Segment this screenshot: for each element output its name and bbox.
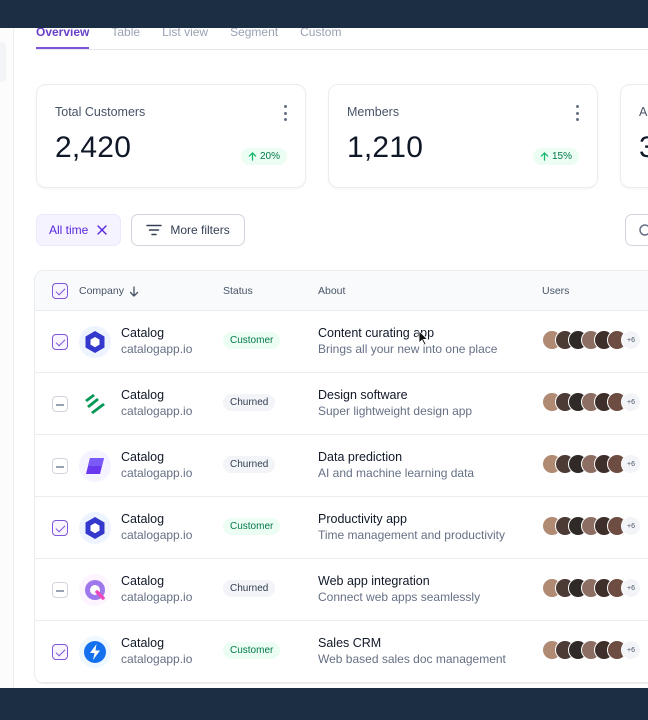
column-about[interactable]: About — [318, 285, 346, 297]
metric-value: 3 — [639, 131, 648, 164]
table-row[interactable]: Catalog catalogapp.io Churned Data predi… — [35, 435, 648, 497]
table-row[interactable]: Catalog catalogapp.io Churned Design sof… — [35, 373, 648, 435]
metric-card-active: Act 3 — [620, 84, 648, 188]
arrow-down-icon — [129, 285, 139, 297]
select-all-checkbox[interactable] — [52, 283, 68, 299]
cube-logo-icon — [79, 450, 111, 482]
more-avatars-badge: +6 — [621, 392, 641, 412]
tab-overview[interactable]: Overview — [36, 28, 90, 49]
status-badge: Churned — [223, 394, 276, 411]
search-icon — [639, 224, 648, 236]
column-users[interactable]: Users — [542, 285, 570, 297]
metric-card-total-customers: Total Customers 2,420 20% — [36, 84, 306, 188]
stripes-logo-icon — [79, 388, 111, 420]
row-checkbox[interactable] — [52, 644, 68, 660]
user-avatars[interactable]: +6 — [542, 640, 641, 660]
table-row[interactable]: Catalog catalogapp.io Customer Sales CRM… — [35, 621, 648, 683]
change-badge: 20% — [240, 148, 287, 165]
more-avatars-badge: +6 — [621, 578, 641, 598]
status-badge: Churned — [223, 580, 276, 597]
company-cell: Catalog catalogapp.io — [121, 326, 193, 356]
company-cell: Catalog catalogapp.io — [121, 388, 193, 418]
status-badge: Customer — [223, 518, 281, 535]
column-status[interactable]: Status — [223, 285, 253, 297]
arrow-up-icon — [540, 152, 549, 161]
q-logo-icon — [79, 574, 111, 606]
table-row[interactable]: Catalog catalogapp.io Customer Content c… — [35, 311, 648, 373]
table-row[interactable]: Catalog catalogapp.io Churned Web app in… — [35, 559, 648, 621]
about-cell: Design software Super lightweight design… — [318, 388, 473, 418]
more-avatars-badge: +6 — [621, 330, 641, 350]
filter-chip-all-time[interactable]: All time — [36, 214, 122, 246]
metric-cards: Total Customers 2,420 20% Members 1,210 … — [36, 84, 648, 188]
status-badge: Churned — [223, 456, 276, 473]
about-cell: Data prediction AI and machine learning … — [318, 450, 475, 480]
more-vertical-icon[interactable] — [283, 105, 287, 121]
filter-lines-icon — [146, 224, 163, 236]
more-avatars-badge: +6 — [621, 516, 641, 536]
row-checkbox[interactable] — [52, 582, 68, 598]
more-filters-button[interactable]: More filters — [131, 214, 245, 246]
status-badge: Customer — [223, 332, 281, 349]
row-checkbox[interactable] — [52, 520, 68, 536]
close-icon[interactable] — [96, 224, 108, 236]
column-company[interactable]: Company — [79, 285, 139, 297]
metric-title: Total Customers — [55, 105, 146, 119]
filter-bar: All time More filters — [36, 214, 245, 246]
more-vertical-icon[interactable] — [575, 105, 579, 121]
table-header: Company Status About Users — [35, 271, 648, 311]
company-cell: Catalog catalogapp.io — [121, 636, 193, 666]
search-button[interactable] — [625, 214, 648, 246]
table-row[interactable]: Catalog catalogapp.io Customer Productiv… — [35, 497, 648, 559]
companies-table: Company Status About Users Catalog catal… — [34, 270, 648, 684]
company-cell: Catalog catalogapp.io — [121, 450, 193, 480]
tab-custom[interactable]: Custom — [300, 28, 342, 39]
metric-card-members: Members 1,210 15% — [328, 84, 598, 188]
company-cell: Catalog catalogapp.io — [121, 574, 193, 604]
view-tabs: Overview Table List view Segment Custom — [36, 28, 648, 50]
metric-title: Members — [347, 105, 400, 119]
tab-table[interactable]: Table — [111, 28, 141, 39]
about-cell: Sales CRM Web based sales doc management — [318, 636, 506, 666]
user-avatars[interactable]: +6 — [542, 392, 641, 412]
row-checkbox[interactable] — [52, 396, 68, 412]
row-checkbox[interactable] — [52, 334, 68, 350]
tab-list-view[interactable]: List view — [162, 28, 209, 39]
hexagon-logo-icon — [79, 512, 111, 544]
user-avatars[interactable]: +6 — [542, 578, 641, 598]
row-checkbox[interactable] — [52, 458, 68, 474]
more-avatars-badge: +6 — [621, 454, 641, 474]
status-badge: Customer — [223, 642, 281, 659]
hexagon-logo-icon — [79, 326, 111, 358]
mouse-cursor-icon — [418, 330, 428, 346]
more-avatars-badge: +6 — [621, 640, 641, 660]
about-cell: Productivity app Time management and pro… — [318, 512, 505, 542]
about-cell: Web app integration Connect web apps sea… — [318, 574, 481, 604]
user-avatars[interactable]: +6 — [542, 330, 641, 350]
tab-segment[interactable]: Segment — [230, 28, 279, 39]
app-frame: Overview Table List view Segment Custom … — [0, 28, 648, 688]
company-cell: Catalog catalogapp.io — [121, 512, 193, 542]
about-cell: Content curating app Brings all your new… — [318, 326, 498, 356]
metric-value: 1,210 — [347, 131, 424, 164]
metric-value: 2,420 — [55, 131, 132, 164]
user-avatars[interactable]: +6 — [542, 516, 641, 536]
left-rail — [0, 28, 14, 688]
lightning-logo-icon — [79, 636, 111, 668]
metric-title: Act — [639, 105, 648, 119]
arrow-up-icon — [248, 152, 257, 161]
change-badge: 15% — [532, 148, 579, 165]
user-avatars[interactable]: +6 — [542, 454, 641, 474]
